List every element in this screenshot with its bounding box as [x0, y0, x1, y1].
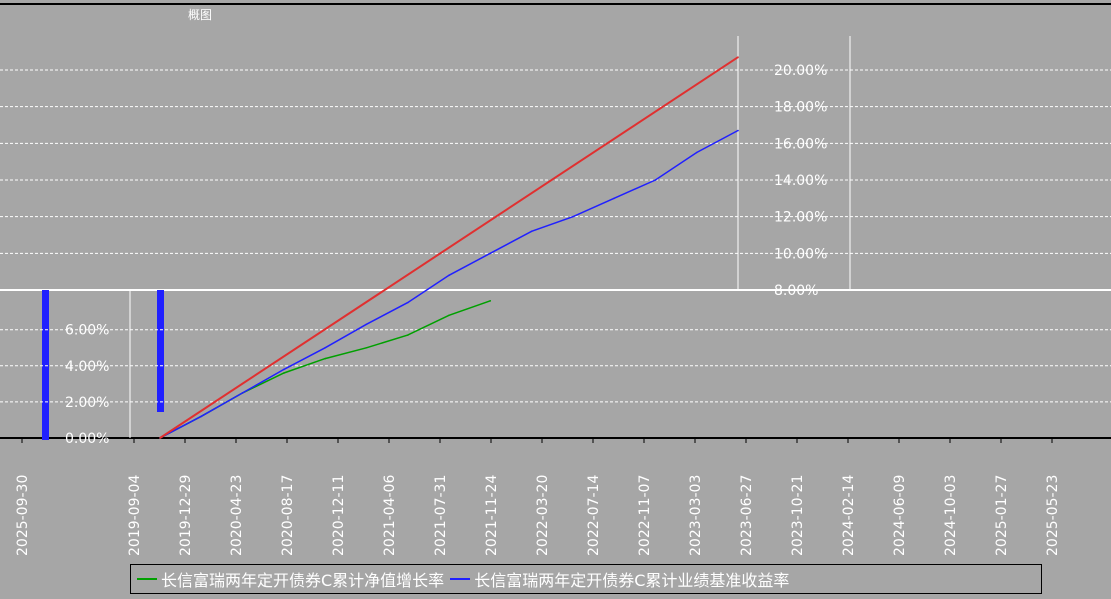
x-tick-label: 2020-08-17 — [280, 475, 296, 556]
marker-bar-start — [157, 290, 164, 412]
series-line-2 — [159, 56, 739, 439]
x-tick-label: 2022-03-20 — [535, 475, 551, 556]
series-point-1 — [695, 151, 698, 154]
x-tick-label: 2022-07-14 — [586, 475, 602, 556]
x-tick-label: 2021-11-24 — [484, 475, 500, 556]
legend-swatch-benchmark — [450, 578, 471, 580]
y-tick-label: 16.00% — [774, 136, 827, 152]
series-point-1 — [200, 415, 203, 418]
legend-label-benchmark: 长信富瑞两年定开债券C累计业绩基准收益率 — [474, 571, 790, 590]
x-tick-label: 2019-12-29 — [178, 475, 194, 556]
x-tick-label: 2021-07-31 — [433, 475, 449, 556]
x-tick-label: 2021-04-06 — [382, 475, 398, 556]
x-tick-label: 2024-06-09 — [892, 475, 908, 556]
legend-item-fund: 长信富瑞两年定开债券C累计净值增长率 — [137, 567, 444, 591]
series-lines — [159, 56, 739, 439]
x-tick-label: 2019-09-04 — [127, 475, 143, 556]
x-tick-label: 2025-05-23 — [1045, 475, 1061, 556]
x-tick-labels: 2025-09-30 2019-09-04 2019-12-29 2020-04-23… — [15, 438, 1061, 556]
series-line-0 — [159, 300, 491, 439]
series-point-1 — [530, 230, 533, 233]
x-tick-label: 2023-03-03 — [688, 475, 704, 556]
y-tick-label: 4.00% — [65, 359, 109, 375]
series-point-0 — [365, 346, 368, 349]
series-point-1 — [654, 179, 657, 181]
series-point-0 — [448, 314, 450, 317]
series-point-1 — [241, 392, 244, 394]
x-tick-label: 2023-10-21 — [790, 475, 806, 556]
y-tick-label: 0.00% — [65, 431, 109, 447]
y-tick-label: 8.00% — [774, 283, 818, 299]
y-tick-label: 20.00% — [774, 63, 827, 79]
grid-lines — [0, 69, 1111, 403]
x-tick-label: 2023-06-27 — [739, 475, 755, 556]
series-point-2 — [159, 437, 161, 439]
series-point-1 — [448, 274, 450, 277]
series-point-1 — [406, 301, 409, 304]
x-tick-label: 2024-02-14 — [841, 475, 857, 556]
legend-swatch-fund — [137, 578, 157, 580]
series-point-0 — [406, 334, 409, 336]
chart-canvas: 0.00% 2.00% 4.00% 6.00% 8.00% 10.00% 12.00% 14.… — [0, 3, 1111, 556]
series-point-2 — [737, 56, 739, 58]
x-tick-label: 2025-09-30 — [15, 475, 31, 556]
chart-frame — [0, 3, 1111, 440]
y-tick-label: 14.00% — [774, 173, 827, 189]
y-tick-label: 2.00% — [65, 395, 109, 411]
series-line-1 — [159, 129, 739, 439]
x-tick-label: 2024-10-03 — [943, 475, 959, 556]
series-point-1 — [489, 252, 492, 255]
x-tick-label: 2020-04-23 — [229, 475, 245, 556]
x-tick-label: 2022-11-07 — [637, 475, 653, 556]
series-point-1 — [572, 215, 574, 218]
y-tick-labels: 0.00% 2.00% 4.00% 6.00% 8.00% 10.00% 12.00% 14.… — [65, 63, 827, 447]
legend-item-benchmark: 长信富瑞两年定开债券C累计业绩基准收益率 — [450, 567, 789, 591]
series-point-0 — [283, 372, 285, 374]
y-tick-label: 6.00% — [65, 323, 109, 339]
series-point-1 — [365, 323, 368, 326]
y-tick-label: 12.00% — [774, 210, 827, 226]
y-tick-label: 18.00% — [774, 100, 827, 116]
series-point-1 — [737, 129, 739, 132]
series-point-1 — [283, 368, 285, 371]
series-point-1 — [613, 197, 615, 200]
chart-legend: 长信富瑞两年定开债券C累计净值增长率 长信富瑞两年定开债券C累计业绩基准收益率 — [130, 564, 1042, 594]
series-point-0 — [324, 357, 326, 360]
series-point-1 — [324, 346, 326, 349]
series-point-0 — [489, 300, 492, 302]
chart-title: 概图 — [188, 8, 213, 22]
y-tick-label: 10.00% — [774, 246, 827, 262]
marker-bar-left — [42, 290, 49, 440]
x-tick-label: 2025-01-27 — [994, 475, 1010, 556]
x-tick-label: 2020-12-11 — [331, 475, 347, 556]
legend-label-fund: 长信富瑞两年定开债券C累计净值增长率 — [161, 571, 445, 590]
